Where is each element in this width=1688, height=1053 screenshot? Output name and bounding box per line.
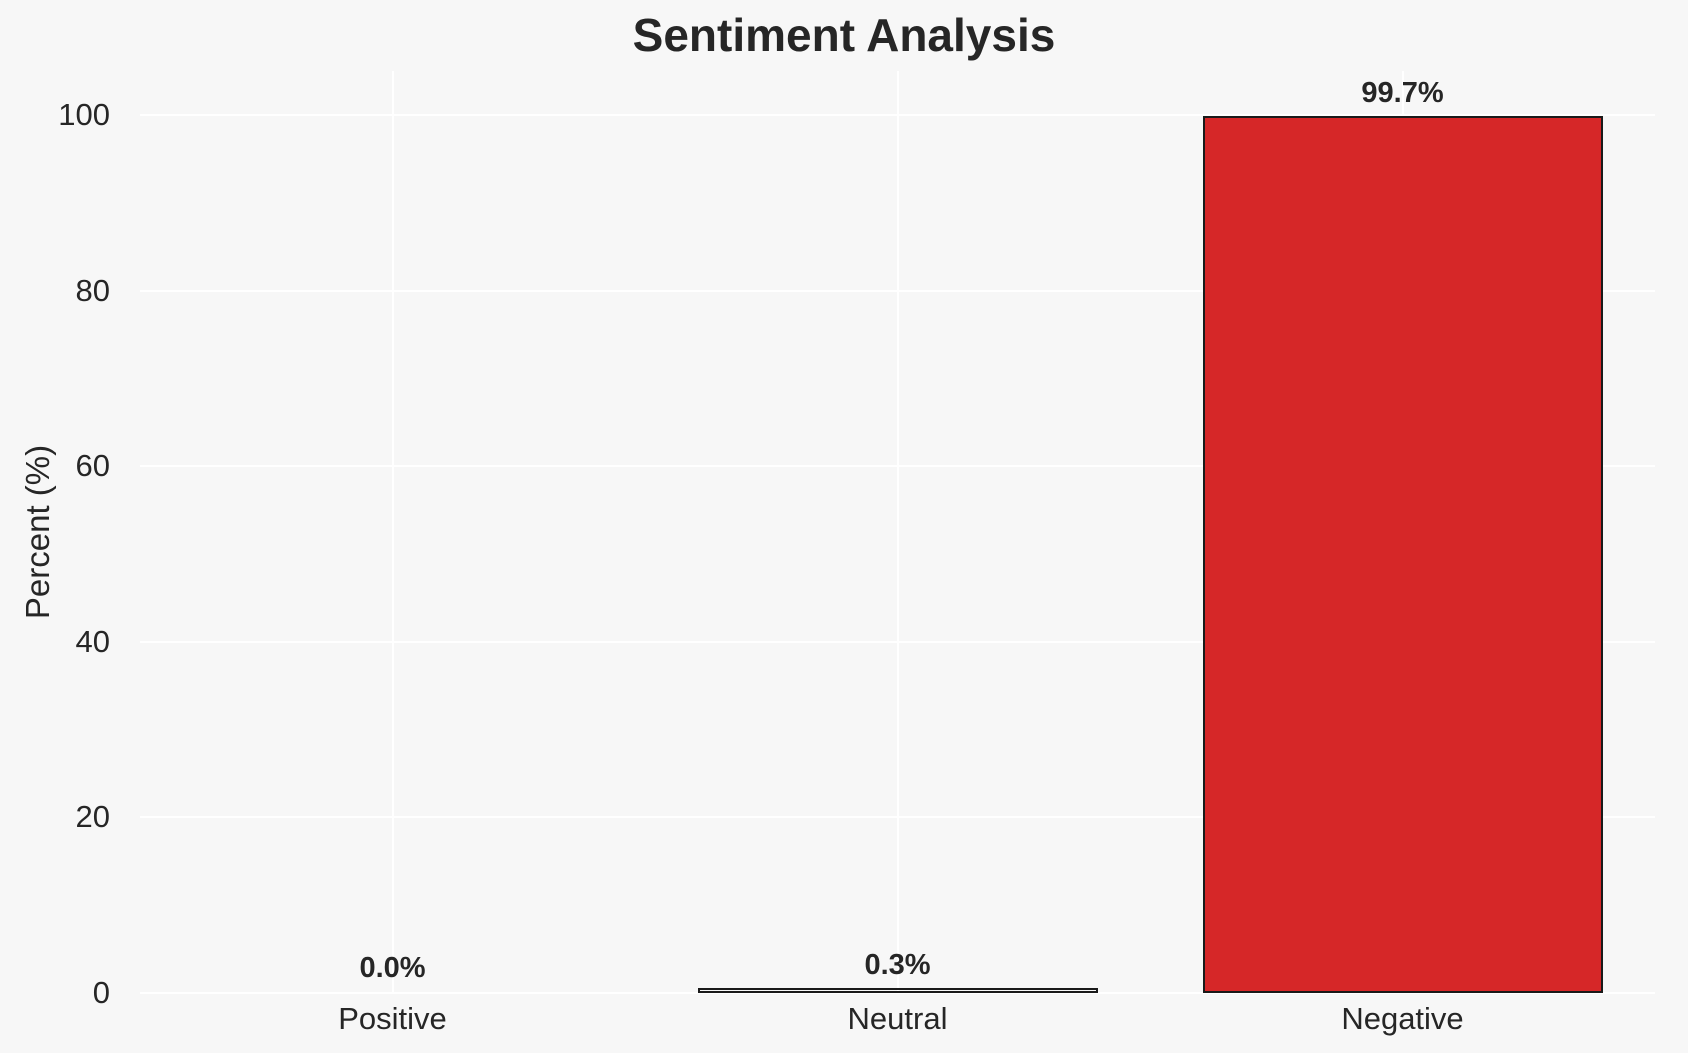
gridline-vertical	[896, 71, 899, 993]
bar-value-label: 0.3%	[864, 949, 931, 981]
y-tick-label: 60	[75, 448, 110, 484]
gridline-horizontal	[140, 992, 1655, 994]
y-tick-label: 20	[75, 799, 110, 835]
plot-area: 0.0% Positive 0.3% Neutral 99.7% Negative	[140, 71, 1655, 1036]
bar-value-label: 99.7%	[1361, 77, 1444, 109]
x-tick-label-neutral: Neutral	[847, 1001, 948, 1036]
gridline-vertical	[391, 71, 394, 993]
y-tick-label: 40	[75, 623, 110, 659]
bar-positive	[193, 991, 593, 993]
x-tick-label-positive: Positive	[338, 1001, 447, 1036]
y-tick-label: 0	[92, 975, 110, 1010]
x-tick-label-negative: Negative	[1341, 1001, 1464, 1036]
y-axis-label: Percent (%)	[19, 444, 56, 620]
chart-title: Sentiment Analysis	[632, 9, 1056, 61]
y-tick-label: 100	[58, 96, 110, 132]
bar-value-label: 0.0%	[359, 952, 426, 984]
bar-negative	[1202, 116, 1603, 993]
bar-neutral	[697, 988, 1098, 993]
y-tick-label: 80	[75, 272, 110, 308]
